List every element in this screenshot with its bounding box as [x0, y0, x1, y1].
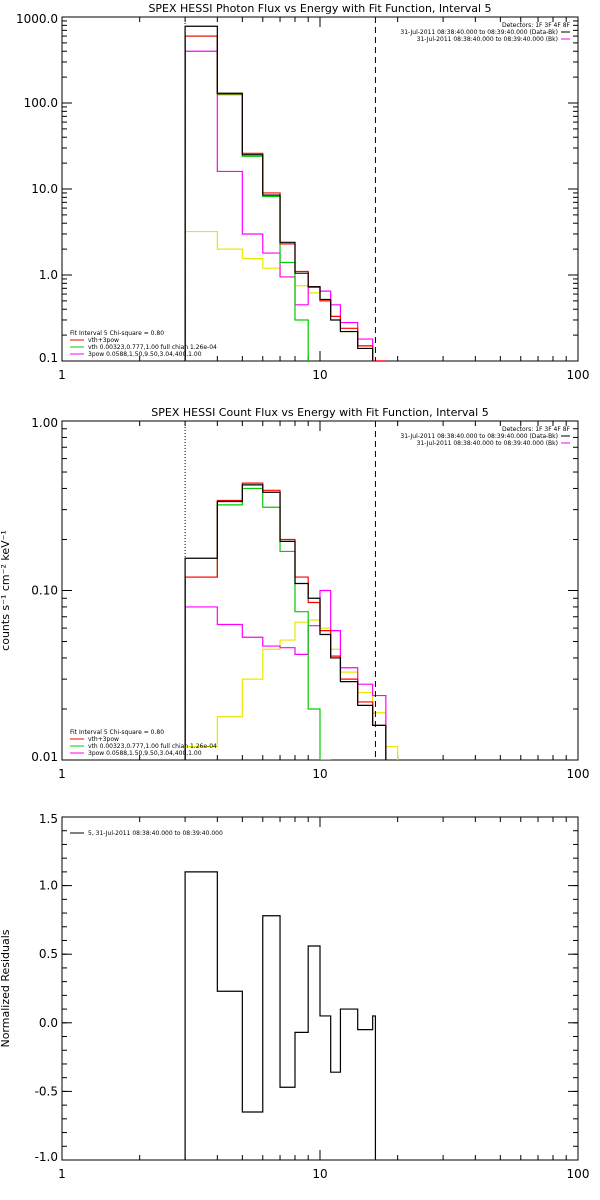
chart-1: SPEX HESSI Photon Flux vs Energy with Fi…: [16, 2, 590, 382]
y-tick-label: 1.0: [39, 268, 58, 282]
chart-title: SPEX HESSI Photon Flux vs Energy with Fi…: [148, 2, 491, 15]
y-tick-label: 0.10: [31, 584, 58, 598]
legend-header: Detectors: 1F 3F 4F 8F: [502, 426, 571, 433]
x-tick-label: 1: [58, 1167, 66, 1181]
series-2-line: [184, 35, 387, 361]
legend-header: Detectors: 1F 3F 4F 8F: [502, 22, 571, 29]
series-1-line: [184, 484, 387, 760]
y-tick-label: 10.0: [31, 182, 58, 196]
y-tick-label: 1000.0: [16, 12, 58, 26]
plot-area: [184, 421, 399, 760]
y-tick-label: 1.0: [39, 879, 58, 893]
x-tick-label: 100: [567, 368, 590, 382]
y-tick-label: 1.00: [31, 416, 58, 430]
y-tick-label: 0.01: [31, 750, 58, 764]
legend-entry: 31-Jul-2011 08:38:40.000 to 08:39:40.000…: [400, 433, 558, 440]
legend-entry: 5, 31-Jul-2011 08:38:40.000 to 08:39:40.…: [88, 830, 223, 837]
legend-entry: 31-Jul-2011 08:38:40.000 to 08:39:40.000…: [417, 440, 558, 447]
y-axis-label: Normalized Residuals: [0, 929, 12, 1047]
legend-entry: vth+3pow: [88, 736, 119, 743]
legend-entry: vth+3pow: [88, 337, 119, 344]
y-tick-label: 0.1: [39, 351, 58, 365]
y-tick-label: -0.5: [35, 1084, 58, 1098]
x-tick-label: 1: [58, 368, 66, 382]
legend-entry: 3pow 0.0588,1.50,9.50,3.04,400,1.00: [88, 351, 202, 358]
legend-header: Fit Interval 5 Chi-square = 0.80: [70, 729, 164, 736]
legend-entry: vth 0.00323,0.777,1.00 full chian 1.26e-…: [88, 344, 217, 351]
series-4-line: [184, 589, 387, 760]
y-axis-label: counts s⁻¹ cm⁻² keV⁻¹: [0, 530, 12, 651]
x-tick-label: 10: [312, 767, 327, 781]
plot-area: [184, 17, 387, 361]
y-tick-label: 100.0: [24, 96, 58, 110]
series-1-line: [184, 871, 377, 1160]
chart-2: SPEX HESSI Count Flux vs Energy with Fit…: [0, 406, 589, 781]
x-tick-label: 100: [567, 767, 590, 781]
chart-3: Normalized Residuals -1.0 -0.5 0.0 0.5 1.0 1.5…: [0, 812, 589, 1181]
chart-title: SPEX HESSI Count Flux vs Energy with Fit…: [151, 406, 488, 419]
x-tick-label: 10: [312, 1167, 327, 1181]
legend-entry: vth 0.00323,0.777,1.00 full chian 1.26e-…: [88, 743, 217, 750]
x-tick-label: 100: [567, 1167, 590, 1181]
legend-entry: 3pow 0.0588,1.50,9.50,3.04,400,1.00: [88, 750, 202, 757]
x-tick-label: 1: [58, 767, 66, 781]
series-3-line: [184, 487, 332, 760]
y-tick-label: -1.0: [35, 1150, 58, 1164]
y-tick-label: 0.0: [39, 1016, 58, 1030]
y-tick-label: 0.5: [39, 947, 58, 961]
legend-entry: 31-Jul-2011 08:38:40.000 to 08:39:40.000…: [417, 36, 558, 43]
series-1-line: [184, 25, 374, 361]
legend-entry: 31-Jul-2011 08:38:40.000 to 08:39:40.000…: [400, 29, 558, 36]
series-5-line: [184, 230, 387, 361]
x-tick-label: 10: [312, 368, 327, 382]
series-2-line: [184, 482, 387, 760]
y-tick-label: 1.5: [39, 812, 58, 826]
plot-area: [184, 871, 377, 1160]
legend-header: Fit Interval 5 Chi-square = 0.80: [70, 330, 164, 337]
plot-frame: [61, 16, 579, 362]
